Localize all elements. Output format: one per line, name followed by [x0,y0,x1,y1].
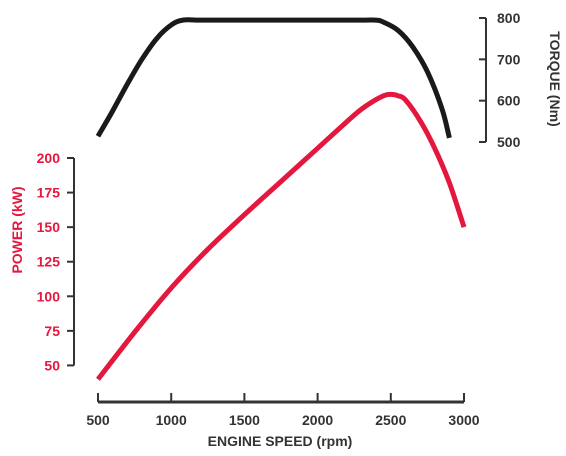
power-tick-label: 200 [37,150,61,166]
power-axis-title: POWER (kW) [9,186,25,273]
x-tick-label: 2000 [302,412,333,428]
power-tick-label: 150 [37,219,61,235]
power-tick-label: 75 [44,323,60,339]
x-tick-label: 1000 [156,412,187,428]
torque-axis-title: TORQUE (Nm) [547,31,563,126]
x-axis-title: ENGINE SPEED (rpm) [208,433,353,449]
torque-tick-label: 600 [497,93,521,109]
power-curve [96,91,467,381]
x-tick-label: 3000 [448,412,479,428]
power-tick-label: 175 [37,185,61,201]
power-tick-label: 125 [37,254,61,270]
x-tick-label: 500 [86,412,110,428]
x-tick-label: 2500 [375,412,406,428]
x-tick-label: 1500 [229,412,260,428]
torque-tick-label: 800 [497,10,521,26]
power-tick-label: 100 [37,288,61,304]
power-tick-label: 50 [44,357,60,373]
torque-tick-label: 700 [497,51,521,67]
torque-curve [95,17,452,139]
torque-tick-label: 500 [497,134,521,150]
